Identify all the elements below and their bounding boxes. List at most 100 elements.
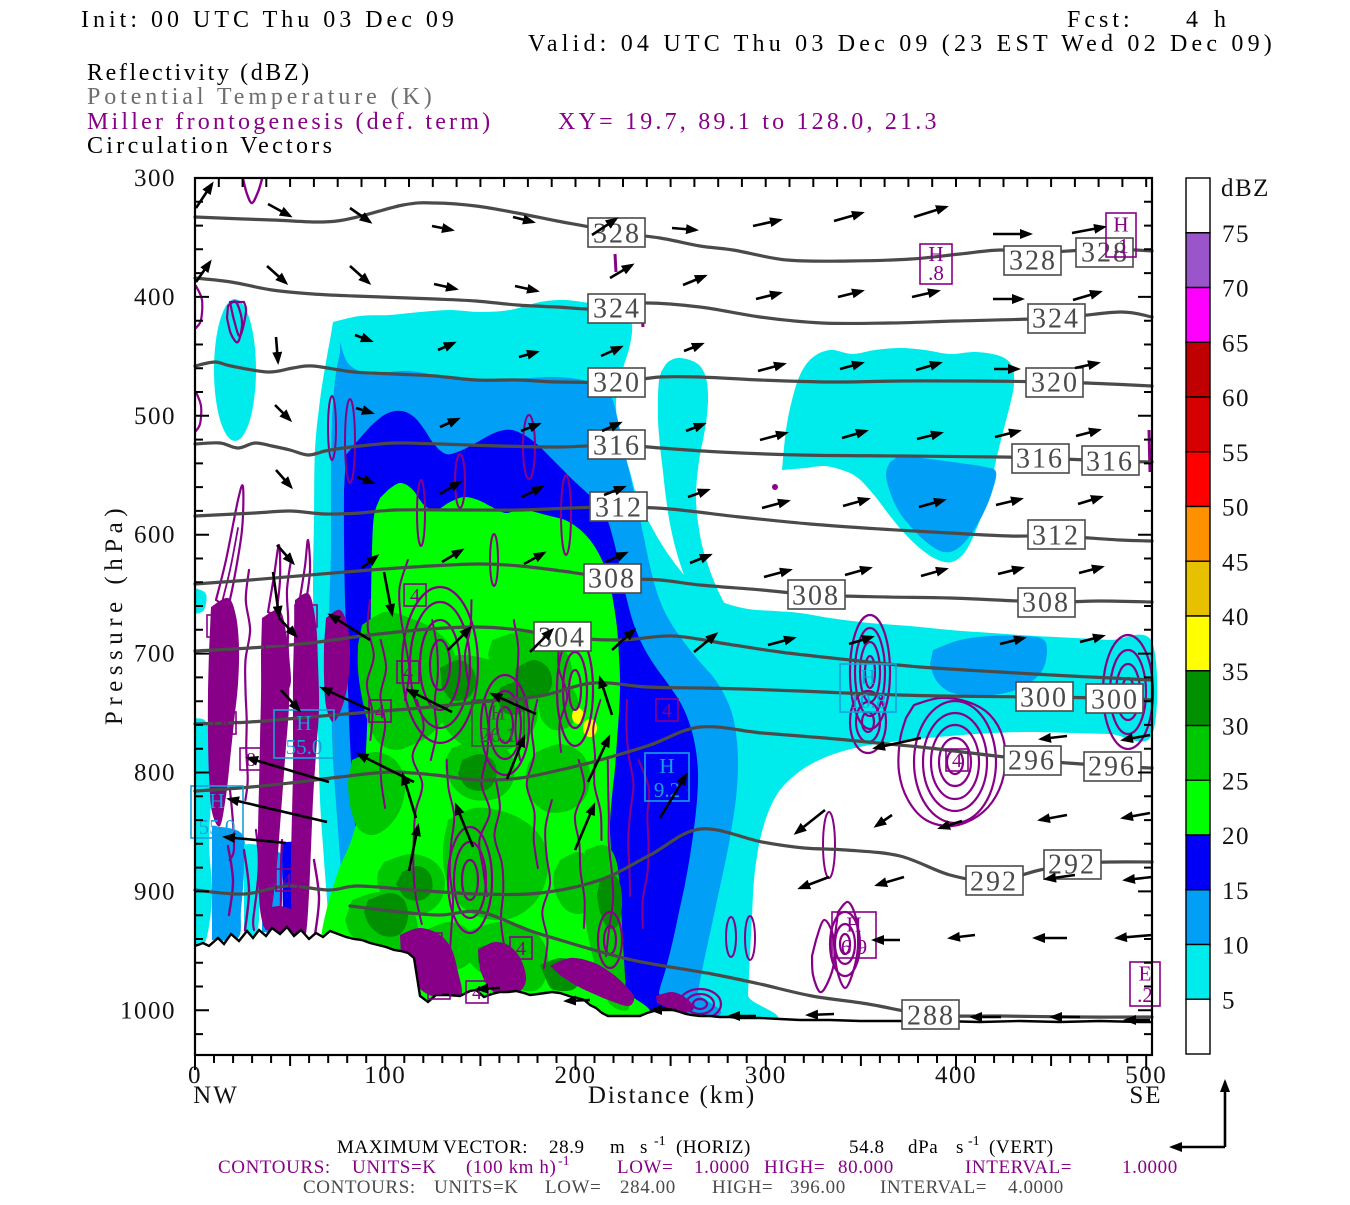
svg-text:40: 40 [1222,604,1250,631]
svg-text:XY= 19.7, 89.1 to 128.0, 21.3: XY= 19.7, 89.1 to 128.0, 21.3 [558,109,940,135]
svg-text:(VERT): (VERT) [989,1137,1054,1158]
svg-text:75: 75 [1222,221,1250,248]
svg-text:328: 328 [1081,238,1129,269]
svg-text:60: 60 [1222,385,1250,412]
svg-text:H: H [1113,212,1128,236]
svg-text:4: 4 [213,616,223,638]
svg-text:UNITS=K: UNITS=K [434,1177,519,1198]
svg-text:396.00: 396.00 [790,1177,846,1198]
svg-text:Circulation Vectors: Circulation Vectors [87,133,335,159]
svg-text:SE: SE [1129,1082,1162,1109]
svg-text:Fcst:: Fcst: [1067,7,1134,33]
svg-text:328: 328 [593,219,641,250]
svg-text:H: H [296,711,311,735]
svg-text:.8: .8 [928,261,944,285]
svg-text:.2: .2 [1137,983,1153,1007]
svg-text:INTERVAL=: INTERVAL= [965,1157,1072,1178]
svg-text:1.0000: 1.0000 [1122,1157,1178,1178]
svg-text:800: 800 [134,760,176,787]
svg-text:H: H [490,700,505,724]
svg-text:300: 300 [1020,683,1068,714]
svg-text:-1: -1 [558,1154,570,1169]
svg-text:55.0: 55.0 [199,815,236,839]
svg-text:300: 300 [134,165,176,192]
svg-text:-1: -1 [654,1134,666,1149]
svg-text:LOW=: LOW= [545,1177,601,1198]
svg-text:m: m [610,1137,625,1158]
svg-text:4: 4 [410,585,420,607]
svg-text:4: 4 [282,870,292,892]
svg-text:6.9: 6.9 [841,935,867,959]
svg-text:300: 300 [745,1062,787,1089]
svg-text:4 h: 4 h [1186,7,1231,33]
svg-text:Valid: 04 UTC Thu 03 Dec 09 (2: Valid: 04 UTC Thu 03 Dec 09 (23 EST Wed … [528,31,1276,57]
svg-text:5: 5 [1222,987,1236,1014]
svg-text:NW: NW [193,1082,239,1109]
svg-text:Reflectivity (dBZ): Reflectivity (dBZ) [87,60,312,86]
svg-text:296: 296 [1008,746,1056,777]
svg-text:1000: 1000 [120,997,176,1024]
svg-text:600: 600 [134,522,176,549]
svg-text:1.0000: 1.0000 [694,1157,750,1178]
svg-text:45: 45 [1222,549,1250,576]
svg-text:316: 316 [1086,447,1134,478]
svg-text:Potential Temperature (K): Potential Temperature (K) [87,84,436,110]
svg-text:4: 4 [952,750,962,772]
svg-text:54.8: 54.8 [849,1137,885,1158]
svg-text:55.0: 55.0 [286,735,323,759]
svg-text:Miller frontogenesis (def. ter: Miller frontogenesis (def. term) [87,109,493,135]
svg-text:296: 296 [1088,752,1136,783]
svg-text:4: 4 [375,701,385,723]
svg-text:28.9: 28.9 [549,1137,585,1158]
svg-text:288: 288 [907,1001,955,1032]
svg-text:292: 292 [970,867,1018,898]
svg-text:308: 308 [792,581,840,612]
svg-text:900: 900 [134,878,176,905]
svg-text:4: 4 [426,934,436,956]
svg-text:H: H [846,912,861,936]
svg-text:500: 500 [134,403,176,430]
svg-text:100: 100 [364,1062,406,1089]
svg-text:320: 320 [1031,368,1079,399]
svg-text:H: H [209,789,224,813]
svg-text:(100 km h): (100 km h) [466,1157,556,1178]
svg-text:8: 8 [220,713,230,735]
svg-text:4: 4 [271,645,281,667]
svg-text:dBZ: dBZ [1221,175,1270,202]
svg-text:4: 4 [472,982,482,1004]
svg-text:328: 328 [1009,246,1057,277]
svg-text:LOW=: LOW= [617,1157,673,1178]
svg-text:30: 30 [1222,714,1250,741]
svg-text:400: 400 [134,284,176,311]
svg-text:H: H [659,754,674,778]
svg-text:50: 50 [1222,495,1250,522]
svg-text:0: 0 [188,1062,202,1089]
svg-text:Distance (km): Distance (km) [588,1082,756,1109]
svg-text:H: H [860,665,875,689]
svg-text:.1: .1 [1113,234,1129,258]
svg-text:dPa: dPa [908,1137,938,1158]
svg-text:10: 10 [1222,933,1250,960]
svg-text:26.1: 26.1 [480,723,517,747]
svg-text:320: 320 [593,368,641,399]
svg-text:316: 316 [593,431,641,462]
svg-text:4: 4 [403,662,413,684]
svg-text:CONTOURS:: CONTOURS: [303,1177,416,1198]
svg-text:10.8: 10.8 [850,689,887,713]
svg-text:4: 4 [516,938,526,960]
svg-text:308: 308 [588,564,636,595]
svg-text:8: 8 [434,978,444,1000]
svg-text:H: H [928,242,943,266]
svg-text:324: 324 [593,294,641,325]
svg-text:70: 70 [1222,276,1250,303]
svg-text:-1: -1 [968,1134,980,1149]
svg-text:4: 4 [301,606,311,628]
svg-text:316: 316 [1016,444,1064,475]
svg-text:308: 308 [1022,588,1070,619]
svg-text:4: 4 [662,700,672,722]
svg-text:s: s [956,1137,964,1158]
svg-text:HIGH=: HIGH= [712,1177,773,1198]
svg-text:E: E [1139,961,1152,985]
svg-text:Pressure (hPa): Pressure (hPa) [101,503,128,725]
svg-text:4.0000: 4.0000 [1008,1177,1064,1198]
